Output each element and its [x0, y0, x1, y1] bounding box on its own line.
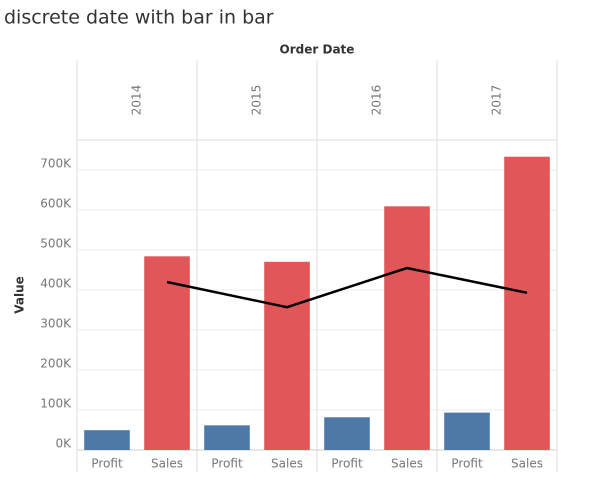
x-tick-label: Sales: [151, 457, 183, 471]
x-tick-label: Profit: [211, 457, 243, 471]
bar: [444, 412, 490, 450]
x-tick-label: Sales: [511, 457, 543, 471]
y-tick-label: 200K: [40, 357, 72, 371]
column-year: 2017: [490, 85, 504, 116]
column-year: 2015: [250, 85, 264, 116]
chart-title: discrete date with bar in bar: [4, 7, 274, 29]
bar: [504, 156, 550, 451]
y-tick-label: 100K: [40, 397, 72, 411]
bar: [204, 425, 250, 450]
y-tick-label: 300K: [40, 317, 72, 331]
x-tick-label: Profit: [331, 457, 363, 471]
x-tick-label: Sales: [391, 457, 423, 471]
y-tick-label: 500K: [40, 237, 72, 251]
column-year: 2016: [370, 85, 384, 116]
bar: [384, 206, 430, 450]
bar: [324, 417, 370, 450]
line: [166, 266, 528, 309]
y-tick-label: 600K: [40, 197, 72, 211]
bar: [84, 430, 130, 450]
y-axis-label: Value: [13, 276, 27, 314]
y-tick-label: 700K: [40, 157, 72, 171]
column-year: 2014: [130, 85, 144, 116]
x-tick-label: Profit: [91, 457, 123, 471]
bar: [264, 261, 310, 450]
y-tick-label: 0K: [55, 437, 72, 451]
x-tick-label: Profit: [451, 457, 483, 471]
y-tick-label: 400K: [40, 277, 72, 291]
bar: [144, 256, 190, 450]
x-tick-label: Sales: [271, 457, 303, 471]
column-header: Order Date: [280, 43, 355, 57]
